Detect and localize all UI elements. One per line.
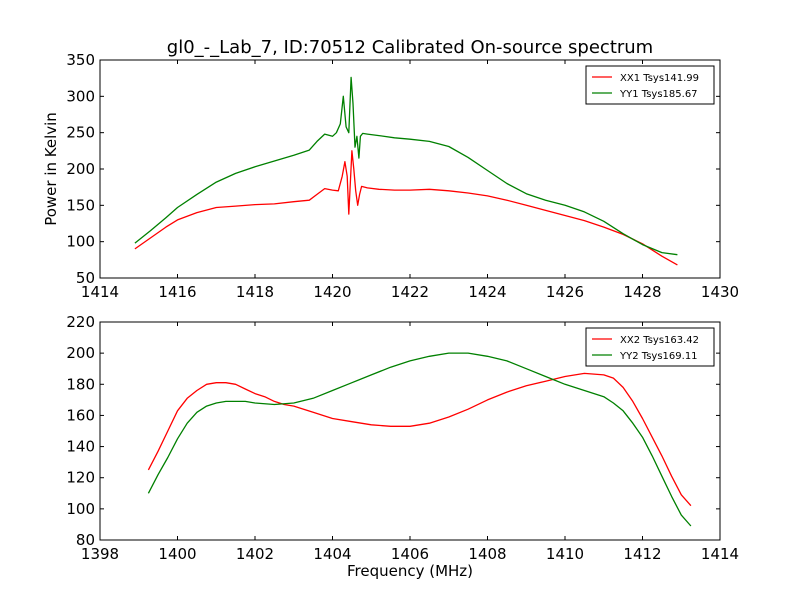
y-tick-label: 220 <box>66 313 95 331</box>
legend-entry: XX2 Tsys163.42 <box>620 335 699 346</box>
x-tick-label: 1424 <box>468 283 506 301</box>
y-tick-label: 120 <box>66 469 95 487</box>
legend-box <box>585 65 715 105</box>
y-tick-label: 140 <box>66 438 95 456</box>
x-tick-label: 1422 <box>391 283 429 301</box>
y-tick-label: 80 <box>76 531 95 549</box>
legend-entry: YY2 Tsys169.11 <box>619 351 698 362</box>
x-tick-label: 1410 <box>546 545 584 563</box>
legend: XX2 Tsys163.42 YY2 Tsys169.11 <box>585 327 715 367</box>
y-tick-label: 200 <box>66 160 95 178</box>
legend-box <box>585 327 715 367</box>
figure-title: gl0_-_Lab_7, ID:70512 Calibrated On-sour… <box>167 37 653 58</box>
x-tick-label: 1402 <box>236 545 274 563</box>
x-tick-label: 1406 <box>391 545 429 563</box>
x-tick-label: 1404 <box>313 545 351 563</box>
y-tick-label: 50 <box>76 269 95 287</box>
series-line-xx1 <box>134 150 678 266</box>
y-tick-label: 350 <box>66 51 95 69</box>
y-tick-label: 300 <box>66 87 95 105</box>
x-axis-label: Frequency (MHz) <box>347 562 473 580</box>
x-tick-label: 1418 <box>236 283 274 301</box>
y-tick-label: 150 <box>66 196 95 214</box>
x-tick-label: 1400 <box>158 545 196 563</box>
y-tick-label: 100 <box>66 233 95 251</box>
y-tick-label: 200 <box>66 344 95 362</box>
x-tick-label: 1420 <box>313 283 351 301</box>
series-line-yy2 <box>147 352 692 527</box>
x-tick-label: 1430 <box>701 283 739 301</box>
y-axis-label: Power in Kelvin <box>42 112 60 226</box>
legend-entry: XX1 Tsys141.99 <box>620 73 699 84</box>
subplot-1: 1414 1416 1418 1420 1422 1424 1426 1428 1430 50 10… <box>42 51 739 301</box>
series-line-xx2 <box>147 372 692 507</box>
y-tick-label: 180 <box>66 375 95 393</box>
x-tick-label: 1414 <box>701 545 739 563</box>
legend-entry: YY1 Tsys185.67 <box>619 89 698 100</box>
x-tick-label: 1426 <box>546 283 584 301</box>
y-tick-label: 160 <box>66 406 95 424</box>
panels: 1414 1416 1418 1420 1422 1424 1426 1428 1430 50 10… <box>42 51 739 580</box>
x-tick-label: 1416 <box>158 283 196 301</box>
series-line-yy1 <box>134 76 678 256</box>
x-tick-label: 1414 <box>81 283 119 301</box>
x-tick-label: 1408 <box>468 545 506 563</box>
y-tick-label: 100 <box>66 500 95 518</box>
legend: XX1 Tsys141.99 YY1 Tsys185.67 <box>585 65 715 105</box>
x-tick-label: 1398 <box>81 545 119 563</box>
y-tick-label: 250 <box>66 124 95 142</box>
x-tick-label: 1412 <box>623 545 661 563</box>
subplot-2: 1398 1400 1402 1404 1406 1408 1410 1412 1414 80 10… <box>66 313 739 580</box>
x-tick-label: 1428 <box>623 283 661 301</box>
